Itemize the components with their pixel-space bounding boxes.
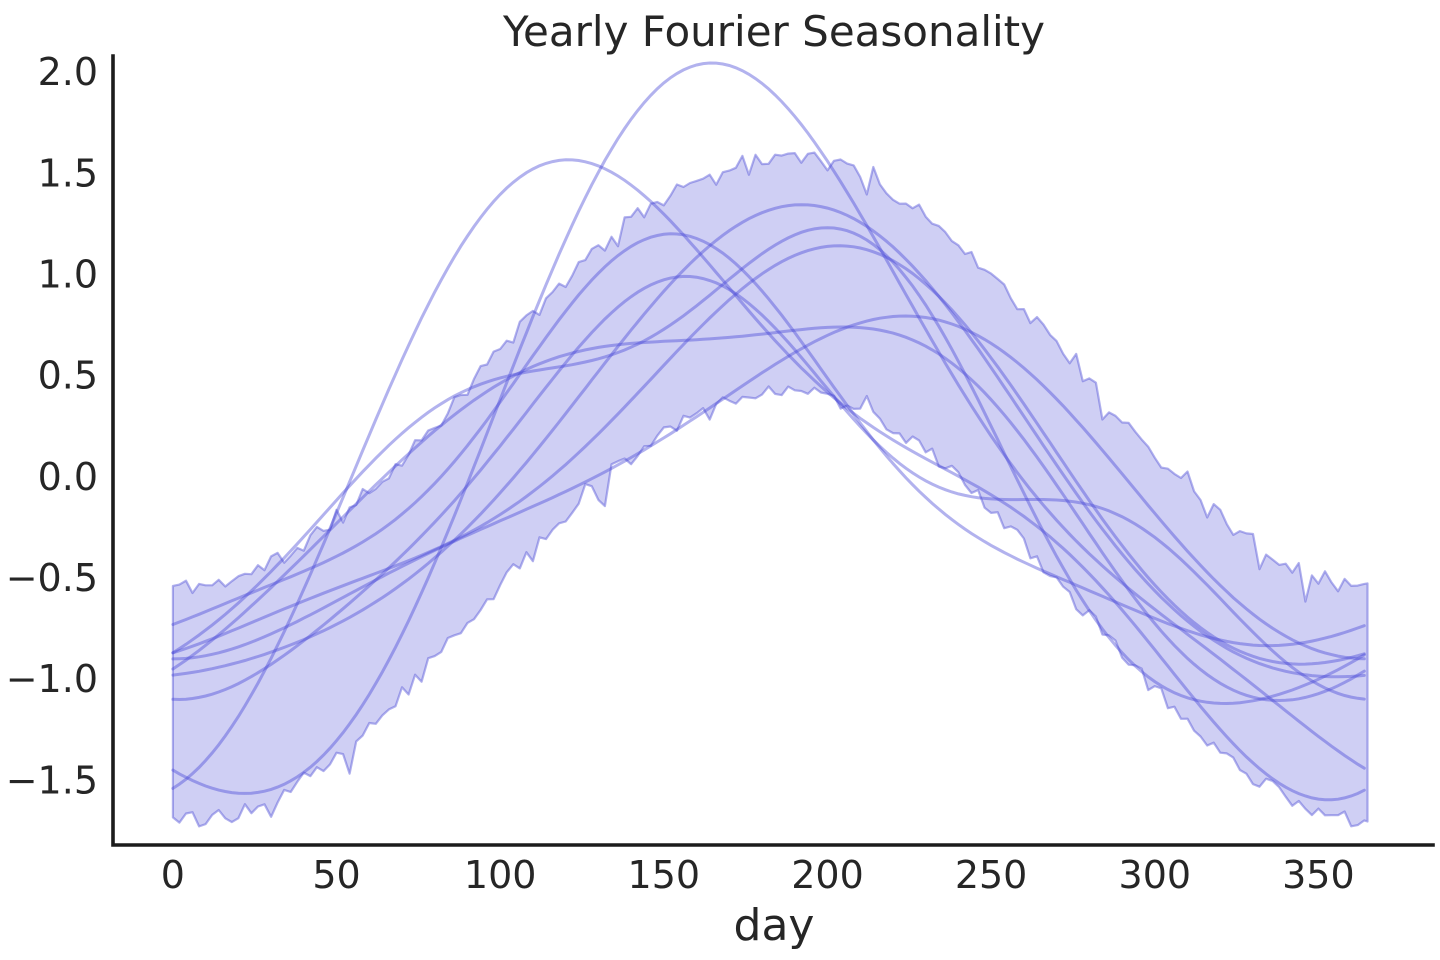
sample-curve-1 [171, 61, 1366, 795]
y-tick-label: 1.5 [38, 151, 98, 195]
sample-curve-5 [171, 232, 1366, 648]
sample-curve-7 [171, 226, 1366, 706]
y-tick-label: 2.0 [38, 50, 98, 94]
y-tick-labels: 2.0 1.5 1.0 0.5 0.0 −0.5 −1.0 −1.5 [6, 50, 98, 802]
sample-curve-4 [171, 325, 1366, 703]
x-tick-label: 150 [628, 853, 701, 897]
axes-spines [111, 54, 1435, 847]
sample-curve-8 [171, 274, 1366, 702]
y-tick-label: 0.0 [38, 455, 98, 499]
sample-curve-3 [171, 244, 1366, 666]
figure-title: Yearly Fourier Seasonality [502, 7, 1045, 56]
x-tick-label: 300 [1119, 853, 1192, 897]
y-tick-label: −1.0 [6, 657, 98, 701]
sample-curve-6 [171, 314, 1366, 661]
x-tick-label: 100 [464, 853, 537, 897]
sample-curve-9 [171, 203, 1366, 679]
x-axis-label: day [734, 900, 815, 951]
x-tick-labels: 0 50 100 150 200 250 300 350 [161, 853, 1355, 897]
y-tick-label: −0.5 [6, 556, 98, 600]
band-layer [171, 151, 1369, 828]
x-tick-label: 250 [955, 853, 1028, 897]
x-tick-label: 0 [161, 853, 185, 897]
x-tick-label: 350 [1282, 853, 1355, 897]
seasonality-band [171, 151, 1369, 828]
y-tick-label: −1.5 [6, 758, 98, 802]
curves-layer [171, 61, 1366, 802]
y-tick-label: 0.5 [38, 354, 98, 398]
x-tick-label: 200 [791, 853, 864, 897]
x-tick-label: 50 [312, 853, 360, 897]
sample-curve-2 [171, 158, 1366, 802]
y-tick-label: 1.0 [38, 253, 98, 297]
